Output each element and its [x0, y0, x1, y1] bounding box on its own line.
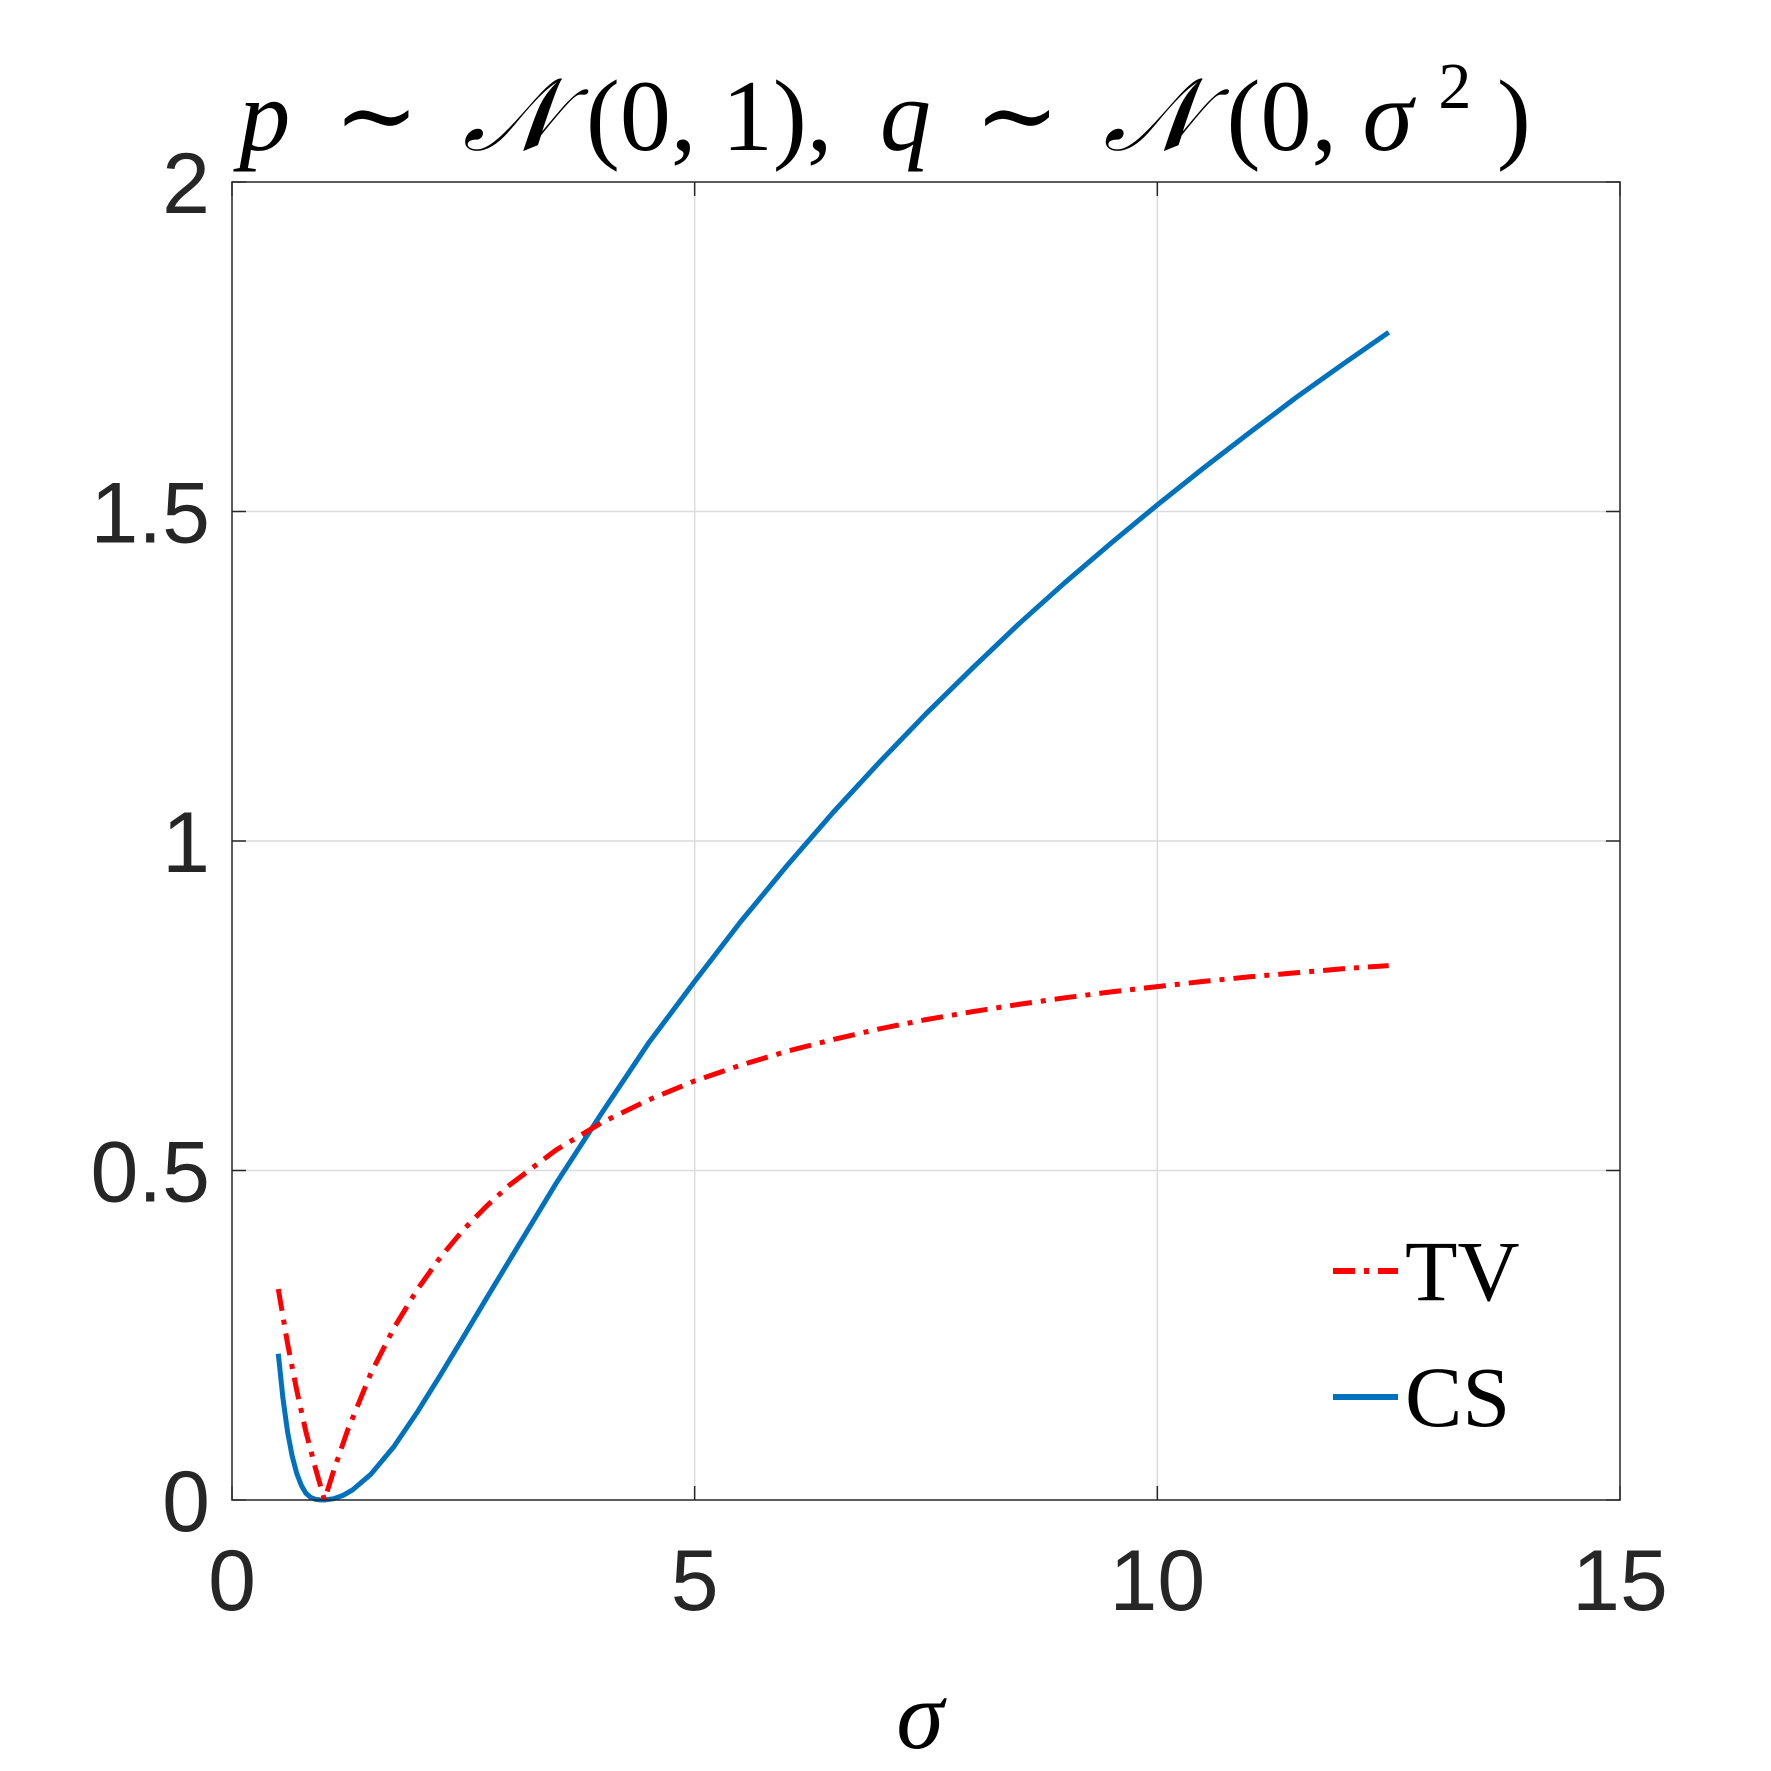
title-q: q	[880, 60, 931, 173]
series-line-cs	[275, 330, 1391, 1503]
title-sim-2: ∼	[974, 60, 1059, 173]
y-tick-label: 1	[162, 795, 210, 891]
x-tick-label: 10	[1109, 1533, 1205, 1629]
legend: TV CS	[1333, 1223, 1520, 1445]
legend-cs-label: CS	[1405, 1349, 1510, 1445]
title-normal-1: 𝒩	[463, 60, 590, 173]
x-tick-label: 15	[1572, 1533, 1668, 1629]
title-args-2-open: (0,	[1227, 60, 1363, 173]
title-sim-1: ∼	[334, 60, 419, 173]
x-tick-label: 0	[208, 1533, 256, 1629]
title-sigma: σ	[1363, 60, 1417, 173]
chart-title: p ∼ 𝒩 (0, 1), q ∼ 𝒩 (0, σ 2 )	[233, 18, 1531, 173]
y-tick-label: 2	[162, 136, 210, 232]
title-superscript: 2	[1438, 50, 1471, 123]
y-tick-label: 0	[162, 1454, 210, 1550]
series-layer	[275, 330, 1391, 1503]
ticks	[231, 181, 1621, 1501]
title-normal-2: 𝒩	[1103, 60, 1230, 173]
series-line-tv	[275, 963, 1389, 1503]
legend-tv-label: TV	[1405, 1223, 1520, 1319]
title-p: p	[233, 60, 290, 173]
x-tick-label: 5	[671, 1533, 719, 1629]
x-axis-label: σ	[896, 1662, 947, 1769]
title-args-2-close: )	[1497, 60, 1531, 173]
tick-labels: 0 5 10 15 0 0.5 1 1.5 2	[90, 136, 1667, 1629]
title-args-1: (0, 1),	[586, 60, 832, 173]
y-tick-label: 0.5	[90, 1125, 210, 1221]
y-tick-label: 1.5	[90, 466, 210, 562]
grid	[232, 182, 1620, 1500]
